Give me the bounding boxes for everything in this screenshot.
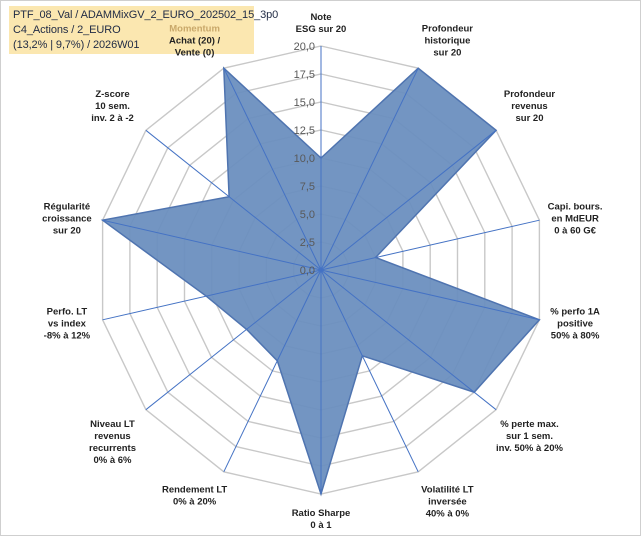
tick-label: 15,0 bbox=[294, 97, 315, 109]
axis-label: Profondeur historique sur 20 bbox=[422, 23, 473, 58]
axis-label: Profondeur revenus sur 20 bbox=[504, 89, 555, 124]
axis-label: % perte max. sur 1 sem. inv. 50% à 20% bbox=[496, 419, 563, 454]
axis-spoke bbox=[320, 67, 419, 271]
tick-label: 5,0 bbox=[300, 209, 315, 221]
axis-label: Rendement LT 0% à 20% bbox=[162, 485, 227, 508]
axis-label: Niveau LT revenus recurrents 0% à 6% bbox=[89, 419, 136, 466]
axis-spoke bbox=[223, 67, 322, 271]
axis-label: Perfo. LT vs index -8% à 12% bbox=[44, 307, 91, 342]
portfolio-period: (13,2% | 9,7%) / 2026W01 bbox=[13, 39, 140, 51]
axis-spoke bbox=[320, 269, 540, 321]
tick-label: 0,0 bbox=[300, 265, 315, 277]
axis-label: Capi. bours. en MdEUR 0 à 60 G€ bbox=[548, 202, 603, 237]
portfolio-name: PTF_08_Val / ADAMMixGV_2_EURO_202502_15_… bbox=[13, 9, 279, 21]
portfolio-category: C4_Actions / 2_EURO bbox=[13, 24, 121, 36]
axis-label: % perfo 1A positive 50% à 80% bbox=[550, 307, 600, 342]
tick-label: 2,5 bbox=[300, 237, 315, 249]
axis-label: Ratio Sharpe 0 à 1 bbox=[292, 508, 351, 531]
portfolio-info-box: PTF_08_Val / ADAMMixGV_2_EURO_202502_15_… bbox=[9, 6, 278, 54]
tick-label: 12,5 bbox=[294, 125, 315, 137]
axis-spoke bbox=[223, 269, 322, 473]
tick-label: 10,0 bbox=[294, 153, 315, 165]
axis-spoke bbox=[320, 269, 497, 411]
axis-spoke bbox=[145, 129, 322, 271]
axis-spoke bbox=[320, 129, 497, 271]
tick-label: 17,5 bbox=[294, 69, 315, 81]
axis-label: Z-score 10 sem. inv. 2 à -2 bbox=[91, 89, 134, 124]
axis-label: Momentum Achat (20) / Vente (0) bbox=[169, 23, 221, 58]
tick-label: 20,0 bbox=[294, 41, 315, 53]
axis-label: Régularité croissance sur 20 bbox=[42, 202, 92, 237]
axis-spoke bbox=[145, 269, 322, 411]
axis-spoke bbox=[320, 269, 419, 473]
axis-spoke bbox=[102, 269, 322, 321]
tick-label: 7,5 bbox=[300, 181, 315, 193]
axis-label: Volatilité LT inversée 40% à 0% bbox=[421, 485, 474, 520]
axis-spoke bbox=[320, 219, 540, 271]
axis-spoke bbox=[102, 219, 322, 271]
axis-label: Note ESG sur 20 bbox=[296, 12, 347, 35]
